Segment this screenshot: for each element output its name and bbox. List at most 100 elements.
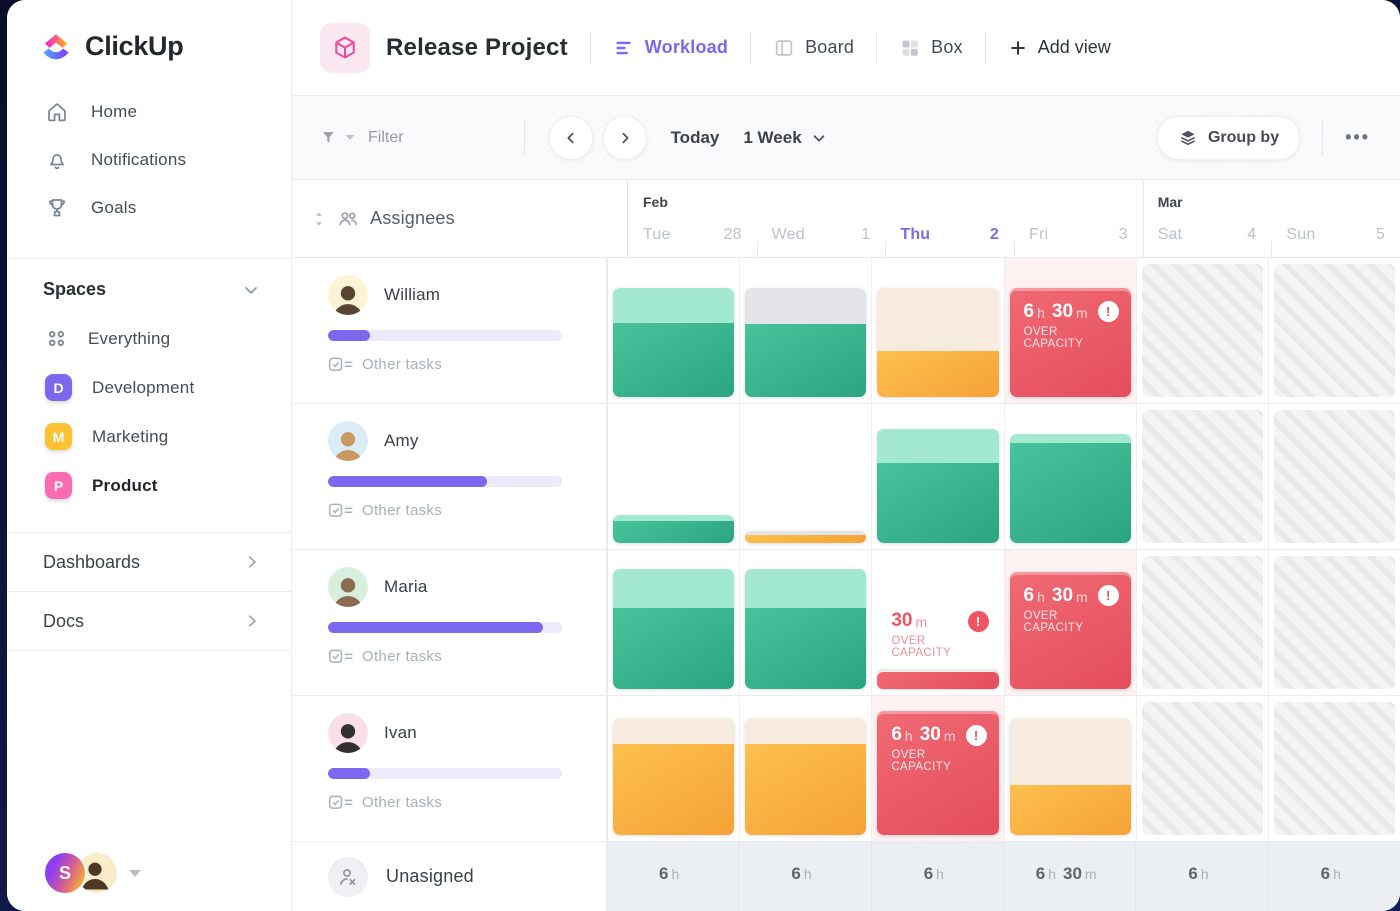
user-account-switcher[interactable]: S	[43, 851, 291, 895]
group-by-button[interactable]: Group by	[1156, 115, 1301, 160]
today-button[interactable]: Today	[670, 127, 720, 147]
sidebar-item-label: Notifications	[91, 150, 187, 169]
spaces-header[interactable]: Spaces	[7, 259, 291, 314]
time-value: 6	[791, 864, 801, 883]
time-unit: m	[915, 614, 928, 631]
workload-icon	[616, 41, 631, 54]
workload-cell-amy-thu[interactable]	[871, 404, 1003, 549]
sidebar-item-development[interactable]: D Development	[7, 363, 291, 412]
workload-cell-amy-tue[interactable]	[607, 404, 739, 549]
time-unit: h	[904, 728, 913, 745]
assignee-progress-bar	[328, 476, 562, 487]
person-x-icon	[339, 868, 356, 885]
workload-segment-mint	[613, 287, 735, 323]
time-value: 30	[1062, 864, 1082, 883]
chevron-right-icon	[249, 556, 256, 568]
cube-icon	[335, 36, 355, 59]
sidebar-item-product[interactable]: P Product	[7, 461, 291, 510]
sidebar-item-home[interactable]: Home	[7, 88, 291, 136]
workload-block	[745, 287, 867, 397]
space-label: Everything	[88, 328, 171, 348]
workload-cell-william-fri[interactable]: 6 h 30 m! OVER CAPACITY	[1003, 258, 1136, 403]
sidebar-item-docs[interactable]: Docs	[7, 592, 291, 650]
assignee-card[interactable]: Ivan Other tasks	[292, 696, 607, 841]
sidebar-item-goals[interactable]: Goals	[7, 184, 291, 232]
over-capacity-block: 6 h 30 m! OVER CAPACITY	[1009, 287, 1131, 397]
workload-cell-maria-sat[interactable]	[1135, 550, 1268, 695]
daily-total-fri: 6 h 30 m	[1002, 842, 1135, 911]
other-tasks-toggle[interactable]: Other tasks	[328, 648, 562, 665]
time-value: 6	[1035, 864, 1046, 883]
prev-week-button[interactable]	[548, 115, 593, 160]
workload-cell-ivan-tue[interactable]	[607, 696, 739, 841]
workload-cell-amy-fri[interactable]	[1003, 404, 1136, 549]
sidebar-item-everything[interactable]: Everything	[7, 314, 291, 363]
filter-button[interactable]: Filter	[320, 128, 404, 148]
time-value: 6	[1023, 584, 1035, 606]
workload-cell-amy-sat[interactable]	[1135, 404, 1268, 549]
checkbox-equals-icon	[328, 795, 353, 809]
exclamation-icon: !	[967, 610, 989, 632]
workload-cell-amy-sun[interactable]	[1267, 404, 1400, 549]
day-header-fri: Fri 3	[1014, 180, 1143, 257]
workload-cell-william-wed[interactable]	[739, 258, 871, 403]
group-by-label: Group by	[1207, 128, 1280, 146]
tab-workload[interactable]: Workload	[613, 37, 728, 59]
clickup-logo[interactable]: ClickUp	[39, 26, 291, 66]
sidebar-item-notifications[interactable]: Notifications	[7, 136, 291, 184]
other-tasks-toggle[interactable]: Other tasks	[328, 794, 562, 811]
exclamation-icon: !	[1097, 585, 1119, 607]
assignee-card[interactable]: William Other tasks	[292, 258, 607, 403]
workload-cell-maria-sun[interactable]	[1267, 550, 1400, 695]
workload-cell-ivan-fri[interactable]	[1003, 696, 1136, 841]
time-unit: h	[1200, 866, 1209, 882]
workload-grid: Assignees Feb Tue 28 Wed 1 Thu 2 Fri 3 Mar Sat 4 Sun…	[292, 180, 1400, 911]
range-selector[interactable]: 1 Week	[743, 128, 827, 148]
workload-cell-maria-wed[interactable]	[739, 550, 871, 695]
workload-block	[613, 287, 735, 397]
workload-cell-maria-fri[interactable]: 6 h 30 m! OVER CAPACITY	[1003, 550, 1136, 695]
workload-cell-maria-tue[interactable]	[607, 550, 739, 695]
workload-segment-orange	[613, 743, 735, 835]
assignee-card[interactable]: Maria Other tasks	[292, 550, 607, 695]
time-unit: m	[1084, 866, 1097, 882]
chevron-right-icon	[249, 615, 256, 627]
divider	[876, 30, 878, 65]
bottom-row: Unasigned 6 h 6 h 6 h 6 h 30 m 6 h 6 h	[292, 842, 1400, 911]
workload-cell-ivan-sun[interactable]	[1267, 696, 1400, 841]
add-view-button[interactable]: Add view	[1008, 37, 1111, 58]
range-label: 1 Week	[743, 127, 802, 147]
day-name: Wed	[771, 226, 805, 243]
sidebar-item-dashboards[interactable]: Dashboards	[7, 533, 291, 591]
workload-cell-william-sun[interactable]	[1267, 258, 1400, 403]
day-name: Fri	[1029, 226, 1049, 243]
workload-cell-amy-wed[interactable]	[739, 404, 871, 549]
workload-cell-william-tue[interactable]	[607, 258, 739, 403]
time-value: 6	[1023, 300, 1035, 322]
unassigned-row[interactable]: Unasigned	[292, 842, 607, 911]
other-tasks-toggle[interactable]: Other tasks	[328, 502, 562, 519]
assignee-card[interactable]: Amy Other tasks	[292, 404, 607, 549]
tab-box[interactable]: Box	[899, 37, 963, 59]
exclamation-icon: !	[965, 724, 987, 746]
more-options-button[interactable]: •••	[1345, 127, 1370, 147]
other-tasks-toggle[interactable]: Other tasks	[328, 356, 562, 373]
time-value: 6	[659, 864, 669, 883]
workload-cell-ivan-thu[interactable]: 6 h 30 m! OVER CAPACITY	[871, 696, 1004, 841]
workload-cell-william-thu[interactable]	[871, 258, 1003, 403]
over-capacity-text: 30 m! OVER CAPACITY	[877, 610, 998, 659]
workload-cell-ivan-wed[interactable]	[739, 696, 871, 841]
workload-cell-maria-thu[interactable]: 30 m! OVER CAPACITY	[871, 550, 1003, 695]
weekend-hatch	[1141, 264, 1263, 397]
workload-rows: William Other tasks 6 h 30 m! OVER CAPACITY Amy…	[292, 258, 1400, 842]
tab-board[interactable]: Board	[773, 37, 854, 59]
sidebar-item-marketing[interactable]: M Marketing	[7, 412, 291, 461]
workload-cell-ivan-sat[interactable]	[1135, 696, 1268, 841]
workload-cell-william-sat[interactable]	[1135, 258, 1268, 403]
next-week-button[interactable]	[602, 115, 647, 160]
time-value: 6	[923, 864, 934, 883]
sidebar-divider	[7, 591, 291, 592]
section-label: Dashboards	[43, 551, 141, 572]
assignees-column-header[interactable]: Assignees	[292, 180, 628, 257]
